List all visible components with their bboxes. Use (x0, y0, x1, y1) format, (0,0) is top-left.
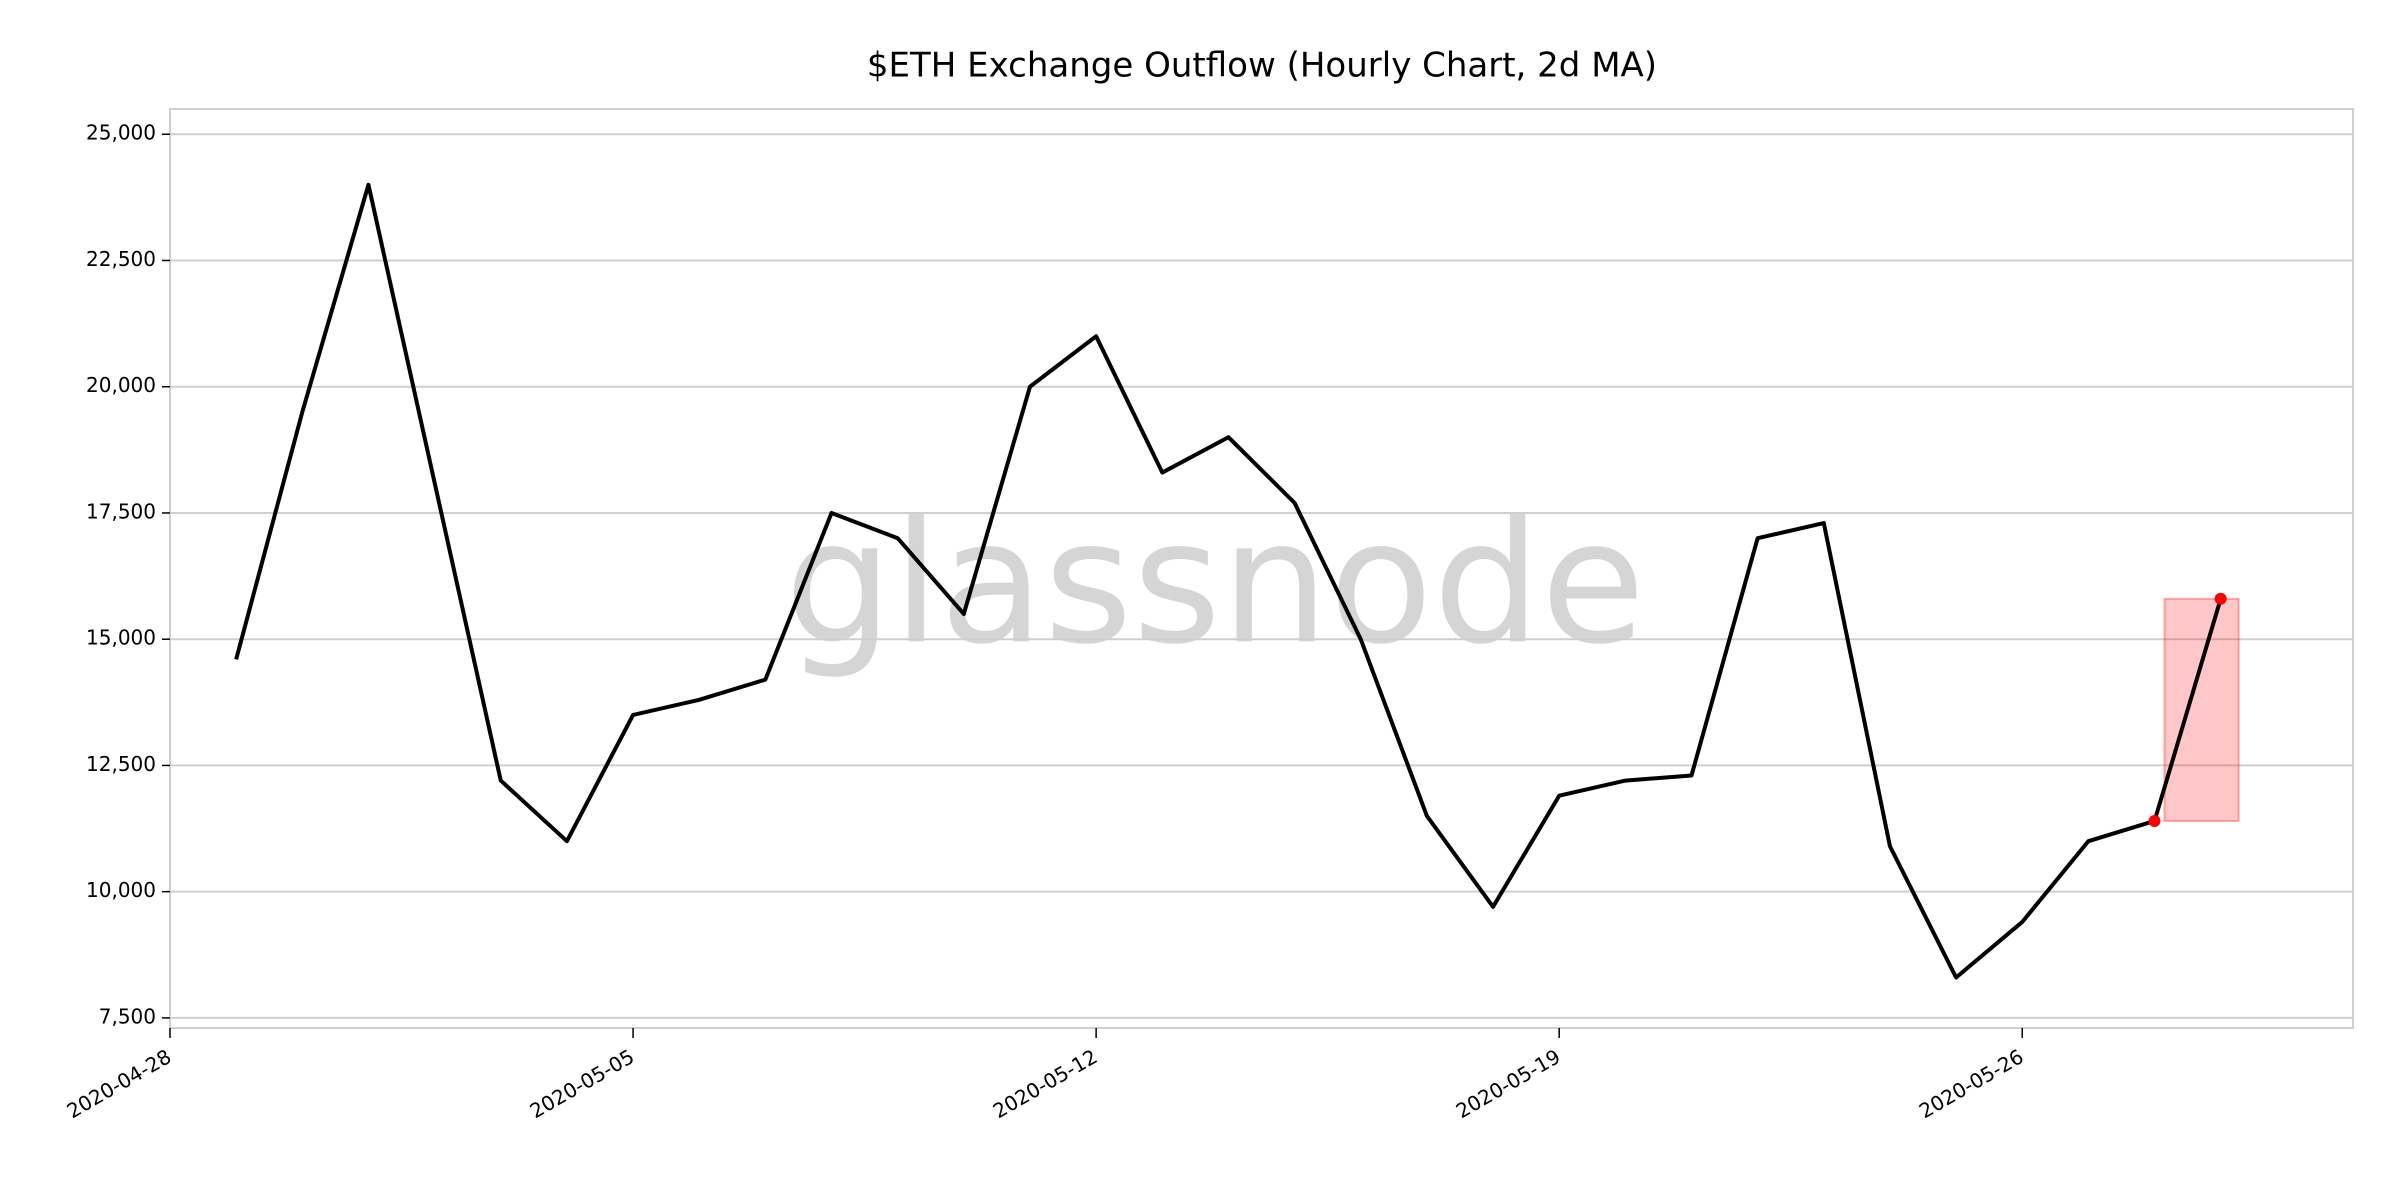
line (234, 182, 2223, 980)
highlight-point (2148, 814, 2161, 827)
y-tick-label: 22,500 (86, 247, 156, 271)
y-tick-label: 12,500 (86, 752, 156, 776)
x-tick-label: 2020-04-28 (63, 1044, 176, 1123)
x-tick-label: 2020-05-05 (526, 1044, 639, 1123)
y-tick-label: 20,000 (86, 373, 156, 397)
highlight-point (2214, 592, 2227, 605)
watermark: glassnode (785, 484, 1646, 682)
y-tick-label: 15,000 (86, 626, 156, 650)
y-tick-label: 7,500 (99, 1004, 156, 1028)
y-tick-label: 17,500 (86, 499, 156, 523)
chart-title: $ETH Exchange Outflow (Hourly Chart, 2d … (867, 46, 1657, 86)
y-tick-label: 10,000 (86, 878, 156, 902)
plot-frame (169, 108, 2354, 1029)
x-tick-label: 2020-05-19 (1452, 1044, 1565, 1123)
x-tick-label: 2020-05-26 (1915, 1044, 2028, 1123)
highlight-box (2163, 597, 2240, 822)
y-tick-label: 25,000 (86, 121, 156, 145)
x-tick-label: 2020-05-12 (989, 1044, 1102, 1123)
